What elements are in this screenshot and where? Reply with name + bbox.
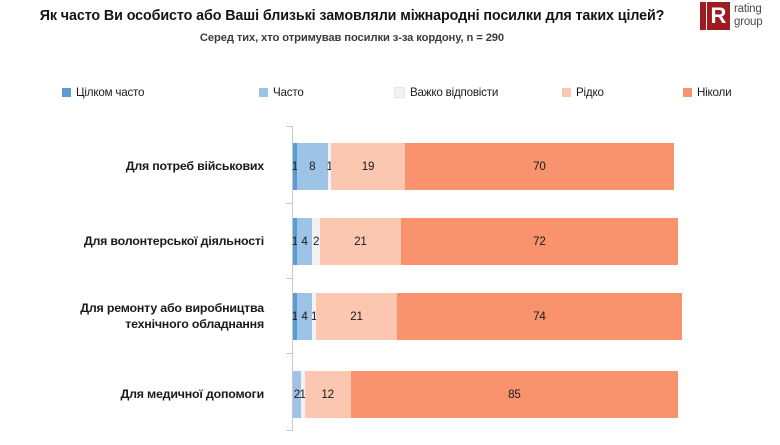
bar-segment-value: 74 [533,309,546,323]
bar-segment-value: 1 [311,309,318,323]
legend-swatch-icon [683,88,692,97]
legend-item[interactable]: Ніколи [683,86,732,99]
axis-tick [286,430,292,431]
legend-swatch-icon [259,88,268,97]
legend-swatch-icon [62,88,71,97]
bar-segment-value: 12 [321,387,334,401]
bar-segment-value: 72 [533,234,546,248]
bar-segment[interactable]: 19 [331,142,405,190]
bar-segment-value: 1 [299,387,306,401]
bar-segment-value: 1 [326,159,333,173]
bar-segment-value: 1 [291,234,299,248]
legend-item[interactable]: Часто [259,86,304,99]
bar-segment[interactable]: 1 [326,142,333,190]
bar-segment-value: 2 [293,387,300,401]
bar-segment[interactable]: 1 [299,370,306,418]
chart-row: Для ремонту або виробництва технічного об… [0,278,780,354]
stacked-bar[interactable]: 1 4 1 21 74 [291,292,682,340]
chart-plot-area: Для потреб військових 1 8 1 19 70 Для волонтер… [0,118,780,438]
bar-segment-value: 1 [291,159,299,173]
logo-bar-shape [700,2,706,30]
bar-segment-value: 21 [354,234,367,248]
legend-label: Часто [273,86,304,99]
bar-segment[interactable]: 21 [319,217,401,265]
chart-row: Для волонтерської діяльності 1 4 2 21 72 [0,203,780,279]
bar-segment[interactable]: 1 [291,292,299,340]
bar-segment-value: 19 [361,159,375,173]
chart-row: Для медичної допомоги 2 1 12 85 [0,356,780,432]
bar-segment[interactable]: 8 [296,142,328,190]
bar-segment-value: 21 [350,309,363,323]
logo-mark-icon: R [700,2,730,30]
category-label: Для медичної допомоги [120,386,264,401]
bar-segment-value: 4 [301,234,308,248]
bar-segment[interactable]: 85 [350,370,678,418]
bar-segment[interactable]: 70 [404,142,675,190]
legend-swatch-icon [562,88,571,97]
rating-group-logo: R rating group [700,2,774,36]
axis-tick [286,353,292,354]
axis-tick [286,278,292,279]
category-axis-line [292,126,293,431]
stacked-bar[interactable]: 2 1 12 85 [293,370,678,418]
bar-segment[interactable]: 1 [291,217,299,265]
logo-wordmark: rating group [734,2,763,30]
legend-item[interactable]: Важко відповісти [394,86,498,99]
bar-segment[interactable]: 21 [316,292,397,340]
page-title: Як часто Ви особисто або Ваші близькі за… [39,8,665,24]
axis-tick [286,126,292,127]
category-label: Для волонтерської діяльності [83,233,264,248]
legend-swatch-icon [394,87,405,98]
legend-label: Важко відповісти [410,86,499,99]
bar-segment[interactable]: 2 [293,370,301,418]
chart-header: Як часто Ви особисто або Ваші близькі за… [0,0,780,44]
bar-segment[interactable]: 2 [312,217,320,265]
legend-item[interactable]: Рідко [562,86,604,99]
legend-label: Ніколи [697,86,732,99]
bar-segment[interactable]: 1 [291,142,299,190]
legend-item[interactable]: Цілком часто [62,86,144,99]
bar-segment[interactable]: 72 [400,217,678,265]
bar-segment-value: 2 [312,234,320,248]
bar-segment-value: 8 [309,159,316,173]
bar-segment-value: 70 [533,159,546,173]
bar-segment-value: 85 [508,387,521,401]
category-label: Для ремонту або виробництва технічного об… [80,300,264,331]
category-label: Для потреб військових [125,158,264,173]
chart-subtitle: Серед тих, хто отримував посилки з-за ко… [199,31,505,44]
stacked-bar[interactable]: 1 4 2 21 72 [291,217,678,265]
legend-label: Рідко [576,86,604,99]
stacked-bar[interactable]: 1 8 1 19 70 [291,142,678,190]
bar-segment-value: 1 [291,309,299,323]
chart-legend: Цілком часто Часто Важко відповісти Рідко Ні… [62,86,732,102]
bar-segment[interactable]: 4 [296,217,313,265]
logo-text-line1: rating [734,3,762,15]
bar-segment[interactable]: 12 [304,370,351,418]
logo-letter-r: R [707,2,730,30]
logo-text-line2: group [734,16,763,28]
axis-tick [286,203,292,204]
bar-segment[interactable]: 4 [296,292,313,340]
bar-segment[interactable]: 1 [311,292,318,340]
bar-segment-value: 4 [301,309,308,323]
legend-label: Цілком часто [76,86,145,99]
bar-segment[interactable]: 74 [396,292,682,340]
chart-row: Для потреб військових 1 8 1 19 70 [0,128,780,204]
